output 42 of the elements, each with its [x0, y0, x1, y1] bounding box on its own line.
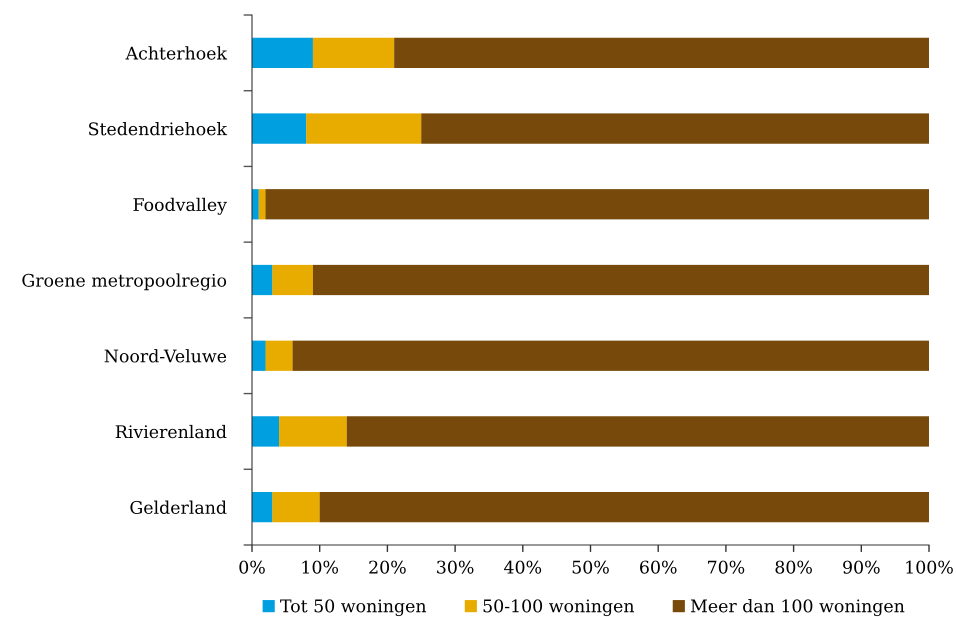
legend-label: 50-100 woningen — [484, 599, 634, 616]
x-tick-label: 40% — [504, 560, 542, 574]
bar — [272, 492, 320, 522]
bar — [421, 113, 929, 144]
bar — [252, 264, 272, 296]
x-tick-label: 0% — [239, 560, 265, 574]
y-tick-label: Gelderland — [130, 500, 226, 514]
bar — [292, 340, 929, 371]
bar — [394, 38, 929, 68]
bar — [272, 264, 313, 296]
x-tick-label: 90% — [843, 560, 880, 574]
y-tick-label: Noord-Veluwe — [104, 349, 226, 363]
bar — [346, 416, 929, 447]
bar — [252, 340, 266, 371]
x-tick-label: 50% — [572, 560, 609, 574]
x-tick-label: 20% — [369, 560, 406, 574]
y-tick-label: Foodvalley — [133, 198, 227, 215]
legend-label: Tot 50 woningen — [280, 599, 426, 616]
y-tick-label: Stedendriehoek — [89, 122, 228, 136]
bar — [266, 189, 929, 220]
x-tick-label: 100% — [906, 560, 953, 574]
bar — [266, 340, 293, 371]
x-tick-label: 70% — [708, 560, 744, 574]
bar — [306, 113, 422, 144]
legend-label: Meer dan 100 woningen — [690, 599, 904, 616]
x-tick-label: 10% — [302, 560, 338, 574]
y-tick-label: Groene metropoolregio — [22, 273, 226, 290]
bar — [312, 38, 394, 68]
bar — [258, 189, 266, 220]
bar — [252, 416, 280, 447]
bar — [279, 416, 347, 447]
bar — [252, 38, 313, 68]
x-tick-label: 80% — [775, 560, 812, 574]
bar — [252, 189, 259, 220]
bar — [312, 264, 929, 296]
y-tick-label: Achterhoek — [125, 46, 228, 60]
y-tick-label: Rivierenland — [116, 424, 226, 438]
x-tick-label: 60% — [640, 560, 677, 574]
bar — [252, 113, 306, 144]
x-tick-label: 30% — [437, 560, 474, 574]
bar — [320, 492, 929, 522]
bar — [252, 492, 272, 522]
